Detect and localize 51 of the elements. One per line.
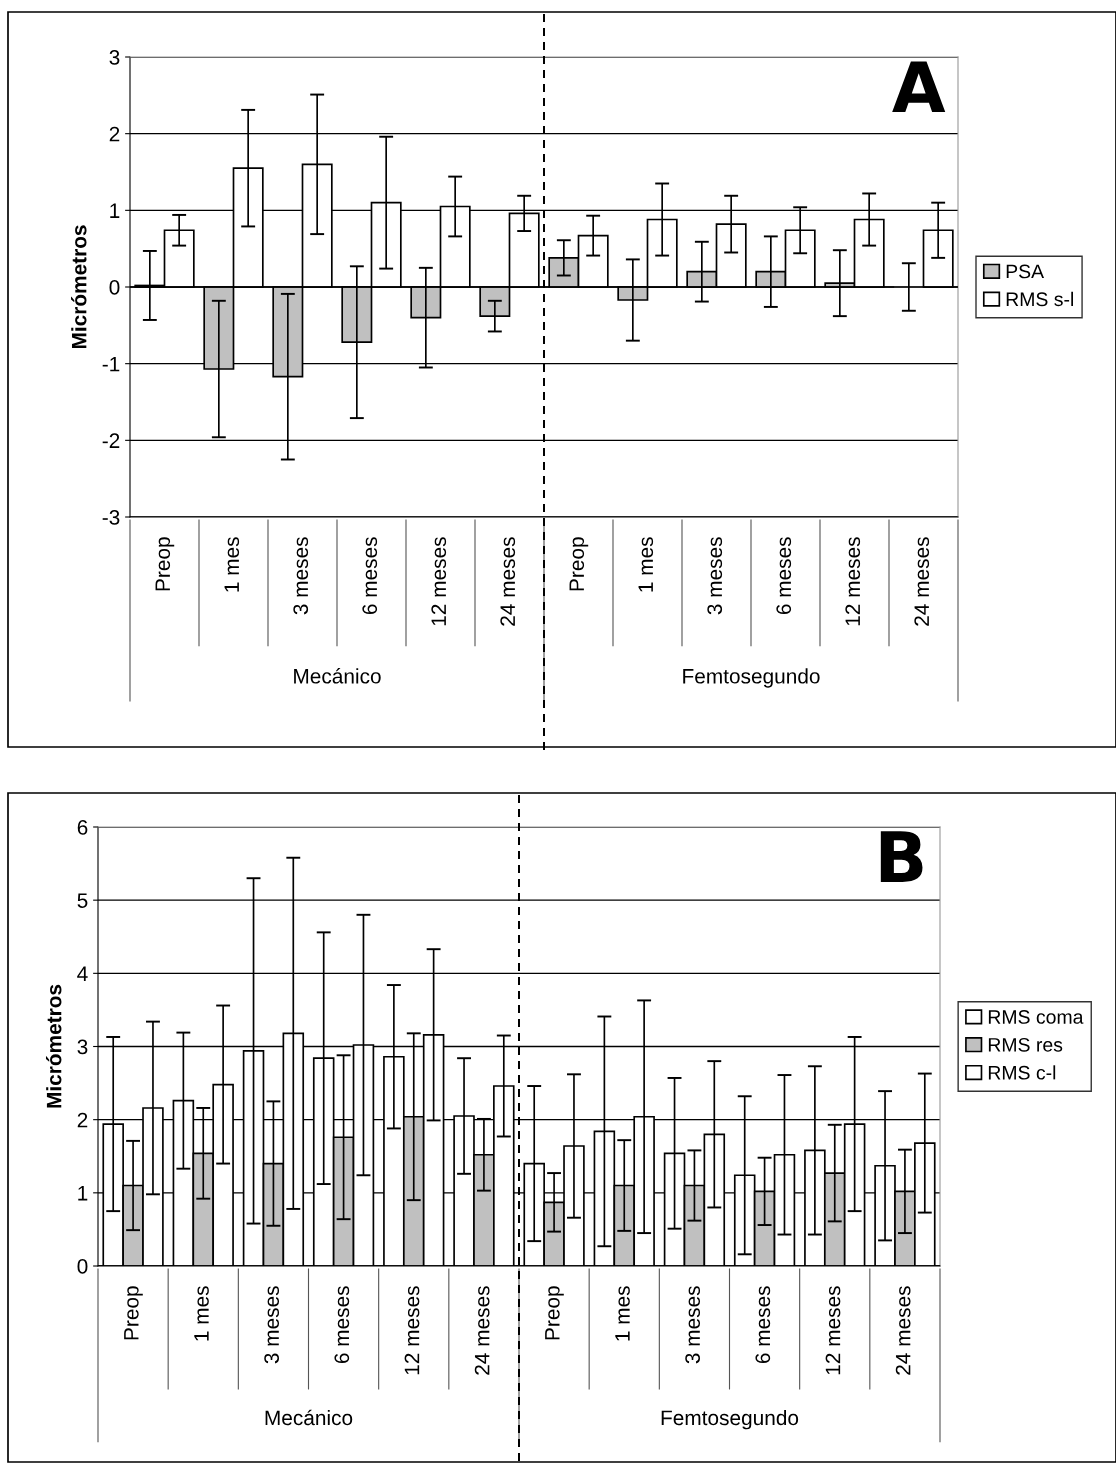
text: Mecánico — [294, 668, 381, 684]
x-tick-label: 24 meses — [500, 537, 516, 626]
y-axis-title: Micrómetros — [45, 984, 62, 1108]
x-tick-label: 12 meses — [404, 1286, 420, 1375]
x-tick-label: 1 mes — [638, 537, 654, 592]
y-tick-label: 6 — [77, 820, 88, 835]
y-tick-label: 1 — [78, 1186, 88, 1201]
x-tick-label: 3 meses — [264, 1286, 280, 1364]
x-tick-label: 3 meses — [293, 537, 309, 615]
x-tick-label: 12 meses — [845, 537, 861, 626]
text: Femtosegundo — [683, 668, 820, 688]
x-tick-label: Preop — [155, 537, 175, 591]
legend-label: RMS c-l — [988, 1065, 1056, 1080]
x-tick-label: 3 meses — [685, 1286, 701, 1364]
legend-label: RMS coma — [988, 1010, 1084, 1024]
text: Mecánico — [265, 1409, 353, 1426]
text: Femtosegundo — [661, 1409, 799, 1430]
y-axis-title: Micrómetros — [71, 225, 87, 349]
y-tick-label: 2 — [109, 126, 120, 142]
y-tick-label: 1 — [110, 203, 120, 218]
x-tick-label: 6 meses — [334, 1286, 350, 1364]
x-tick-label: 24 meses — [914, 537, 930, 626]
x-tick-label: Preop — [124, 1286, 143, 1340]
y-tick-label: 4 — [77, 966, 88, 981]
y-tick-label: 2 — [77, 1112, 88, 1128]
y-tick-label: 5 — [77, 893, 88, 908]
x-tick-label: Preop — [545, 1286, 564, 1340]
x-tick-label: Preop — [569, 537, 589, 591]
y-tick-label: 0 — [109, 280, 120, 295]
legend-label: RMS s-l — [1006, 291, 1073, 307]
y-tick-label: 3 — [77, 1039, 88, 1055]
y-tick-label: 0 — [77, 1259, 88, 1274]
y-tick-label: -3 — [102, 510, 120, 525]
x-tick-label: 3 meses — [707, 537, 723, 615]
x-tick-label: 24 meses — [895, 1286, 911, 1375]
x-tick-label: 6 meses — [755, 1286, 771, 1364]
legend-label: RMS res — [988, 1037, 1063, 1052]
chart-title: B — [880, 831, 923, 882]
x-tick-label: 1 mes — [194, 1286, 209, 1341]
x-tick-label: 1 mes — [615, 1286, 630, 1341]
legend-label: PSA — [1006, 264, 1045, 279]
x-tick-label: 24 meses — [474, 1286, 490, 1375]
y-tick-label: -2 — [102, 433, 120, 448]
x-tick-label: 1 mes — [224, 537, 240, 592]
x-tick-label: 12 meses — [431, 537, 447, 626]
x-tick-label: 6 meses — [776, 537, 792, 615]
y-tick-label: 3 — [109, 50, 120, 65]
x-tick-label: 12 meses — [825, 1286, 841, 1375]
y-tick-label: -1 — [102, 356, 120, 372]
x-tick-label: 6 meses — [362, 537, 378, 615]
chart-title: A — [892, 61, 946, 113]
